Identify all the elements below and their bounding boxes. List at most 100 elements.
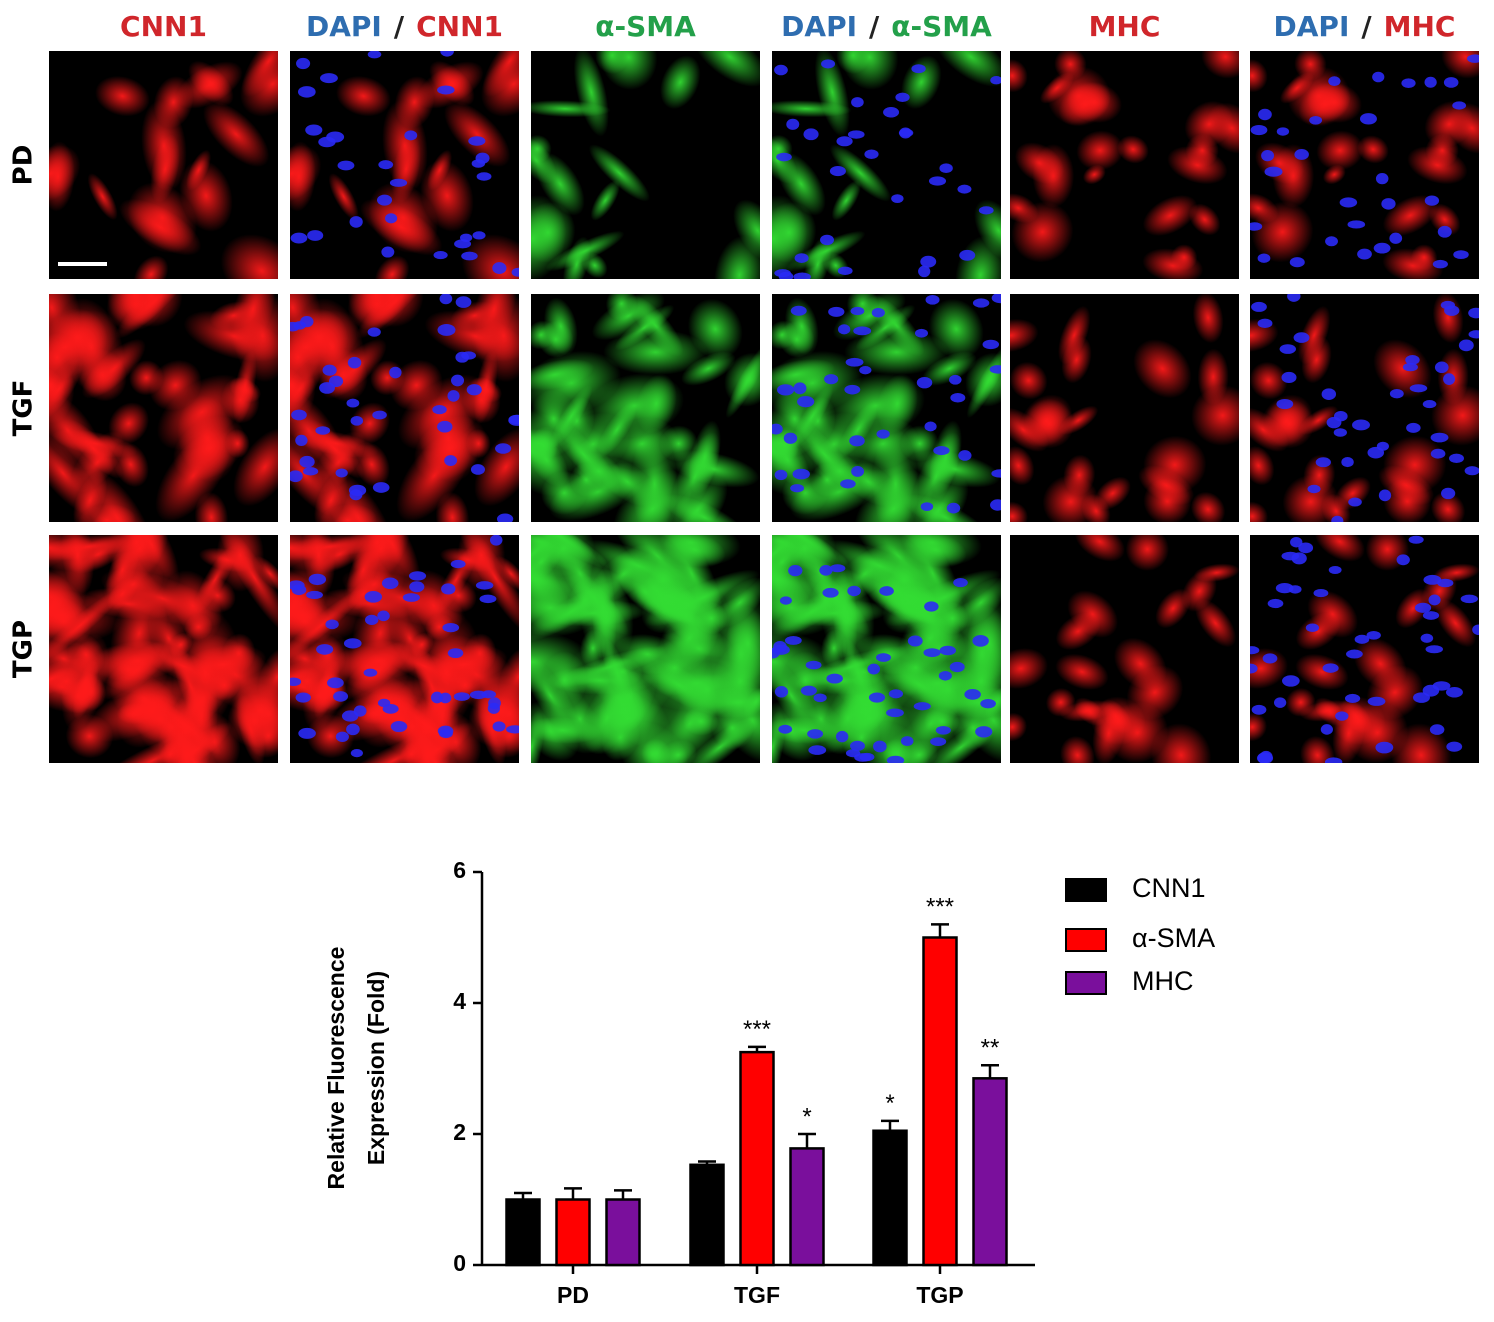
cell xyxy=(474,427,519,507)
nucleus xyxy=(975,726,993,738)
nucleus xyxy=(450,559,466,569)
nucleus xyxy=(851,466,865,477)
nucleus xyxy=(1261,150,1275,162)
nucleus xyxy=(777,384,795,396)
nucleus xyxy=(1344,693,1361,703)
nucleus xyxy=(773,641,787,653)
cell xyxy=(498,647,519,708)
cell xyxy=(1316,130,1364,171)
cell xyxy=(290,356,325,422)
nucleus xyxy=(871,307,885,318)
nucleus xyxy=(793,272,811,279)
cell xyxy=(844,329,949,376)
nucleus xyxy=(800,685,817,696)
nucleus xyxy=(847,585,861,597)
cell xyxy=(1143,435,1207,495)
legend-swatch xyxy=(1065,971,1107,995)
nucleus xyxy=(850,740,865,751)
nucleus xyxy=(920,255,937,268)
micrograph xyxy=(1010,51,1239,279)
cell xyxy=(413,415,487,481)
nucleus xyxy=(774,64,788,76)
cell xyxy=(953,577,1001,629)
nucleus xyxy=(335,731,349,742)
nucleus xyxy=(886,708,904,718)
nucleus xyxy=(1420,633,1434,643)
nucleus xyxy=(1468,307,1479,319)
nucleus xyxy=(1429,724,1445,735)
nucleus xyxy=(320,73,338,84)
nucleus xyxy=(376,194,393,206)
nucleus xyxy=(873,740,887,753)
nucleus xyxy=(1276,127,1290,136)
nucleus xyxy=(829,166,846,177)
nucleus xyxy=(847,130,865,139)
nucleus xyxy=(296,57,311,70)
nucleus xyxy=(455,296,472,308)
cell xyxy=(1010,648,1048,690)
nucleus xyxy=(972,634,989,647)
nucleus xyxy=(385,213,398,224)
cell xyxy=(1373,339,1432,399)
nucleus xyxy=(918,265,931,278)
cell xyxy=(123,535,180,590)
x-tick-label: TGP xyxy=(916,1282,963,1308)
cell xyxy=(1295,612,1341,651)
cell xyxy=(471,294,517,356)
cell xyxy=(494,555,519,592)
cell xyxy=(1060,735,1095,763)
cell xyxy=(233,427,278,507)
cell xyxy=(531,202,576,263)
cell xyxy=(535,152,585,216)
nucleus xyxy=(1396,554,1410,566)
y-axis-label: Relative Fluorescence xyxy=(323,947,349,1190)
nucleus xyxy=(454,239,472,249)
cell xyxy=(600,51,658,90)
nucleus xyxy=(1307,484,1321,494)
nucleus xyxy=(949,661,965,673)
cell xyxy=(576,683,680,755)
nucleus xyxy=(475,581,494,590)
nucleus xyxy=(1440,300,1456,310)
cell xyxy=(901,55,942,110)
micrograph xyxy=(772,51,1001,279)
nucleus xyxy=(819,565,833,576)
nucleus xyxy=(808,745,827,755)
nucleus xyxy=(437,725,454,737)
cell xyxy=(150,134,180,204)
nucleus xyxy=(322,364,337,376)
cell xyxy=(660,55,701,110)
nucleus xyxy=(1313,588,1329,598)
nucleus xyxy=(437,323,456,336)
nucleus xyxy=(511,267,519,277)
nucleus xyxy=(1434,361,1449,374)
nucleus xyxy=(353,705,367,717)
nucleus xyxy=(1422,611,1440,620)
nucleus xyxy=(290,580,305,591)
nucleus xyxy=(844,384,861,395)
micrograph xyxy=(531,51,760,279)
cell xyxy=(253,555,278,592)
cell xyxy=(776,152,826,216)
nucleus xyxy=(1428,594,1441,606)
header-part: CNN1 xyxy=(120,10,207,43)
cell xyxy=(1094,476,1131,510)
nucleus xyxy=(439,294,453,305)
cell xyxy=(229,377,261,403)
nucleus xyxy=(1452,101,1467,110)
cell xyxy=(549,462,647,522)
cell xyxy=(772,540,804,584)
nucleus xyxy=(886,755,905,763)
nucleus xyxy=(783,432,798,444)
bar xyxy=(689,1163,725,1267)
y-tick-label: 4 xyxy=(453,988,466,1014)
nucleus xyxy=(891,194,904,204)
cell xyxy=(872,427,919,522)
nucleus xyxy=(1359,113,1377,125)
nucleus xyxy=(1309,116,1323,125)
nucleus xyxy=(441,583,456,595)
cell xyxy=(1014,142,1065,184)
nucleus xyxy=(1449,453,1464,464)
cell xyxy=(1046,65,1111,127)
cell xyxy=(87,173,118,221)
